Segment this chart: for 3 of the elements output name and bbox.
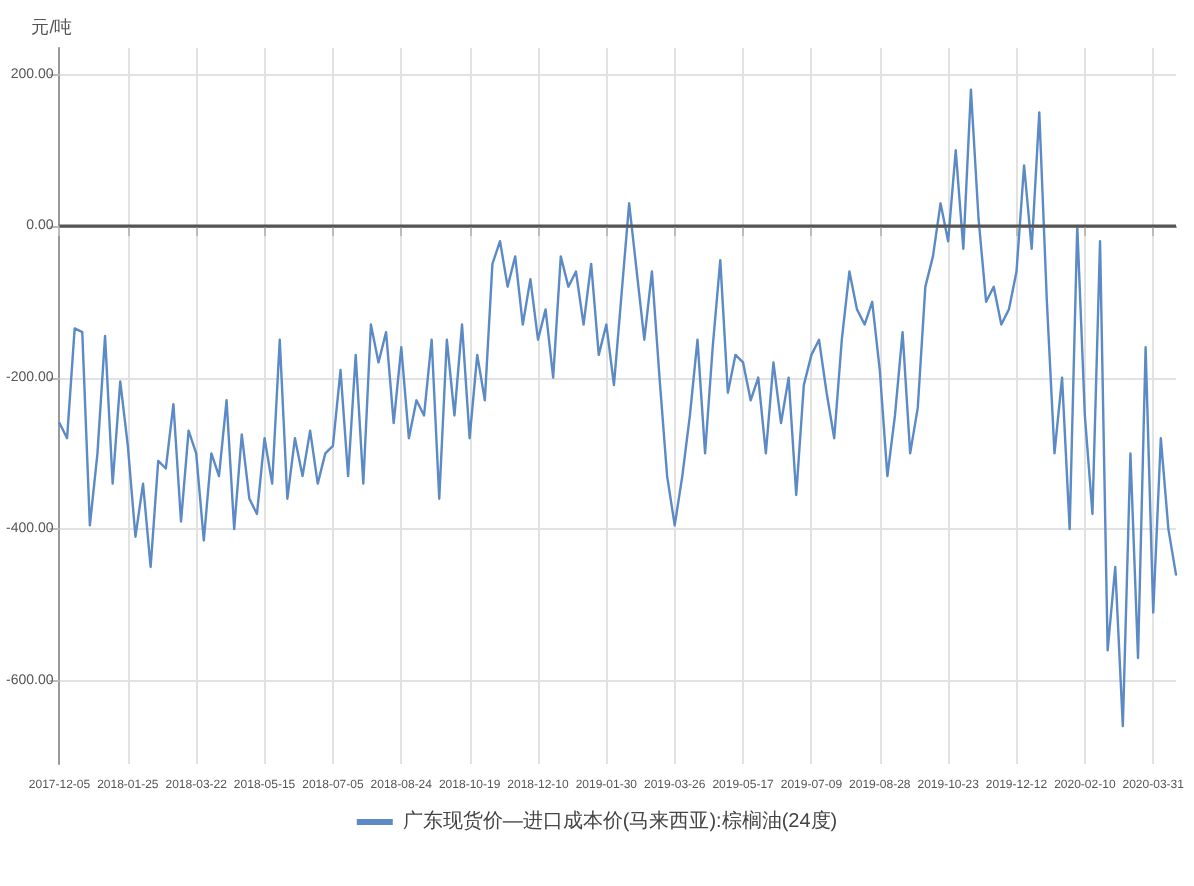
y-axis-title: 元/吨 [31,17,73,37]
line-series [58,88,1178,728]
legend-label: 广东现货价—进口成本价(马来西亚):棕榈油(24度) [402,809,838,833]
